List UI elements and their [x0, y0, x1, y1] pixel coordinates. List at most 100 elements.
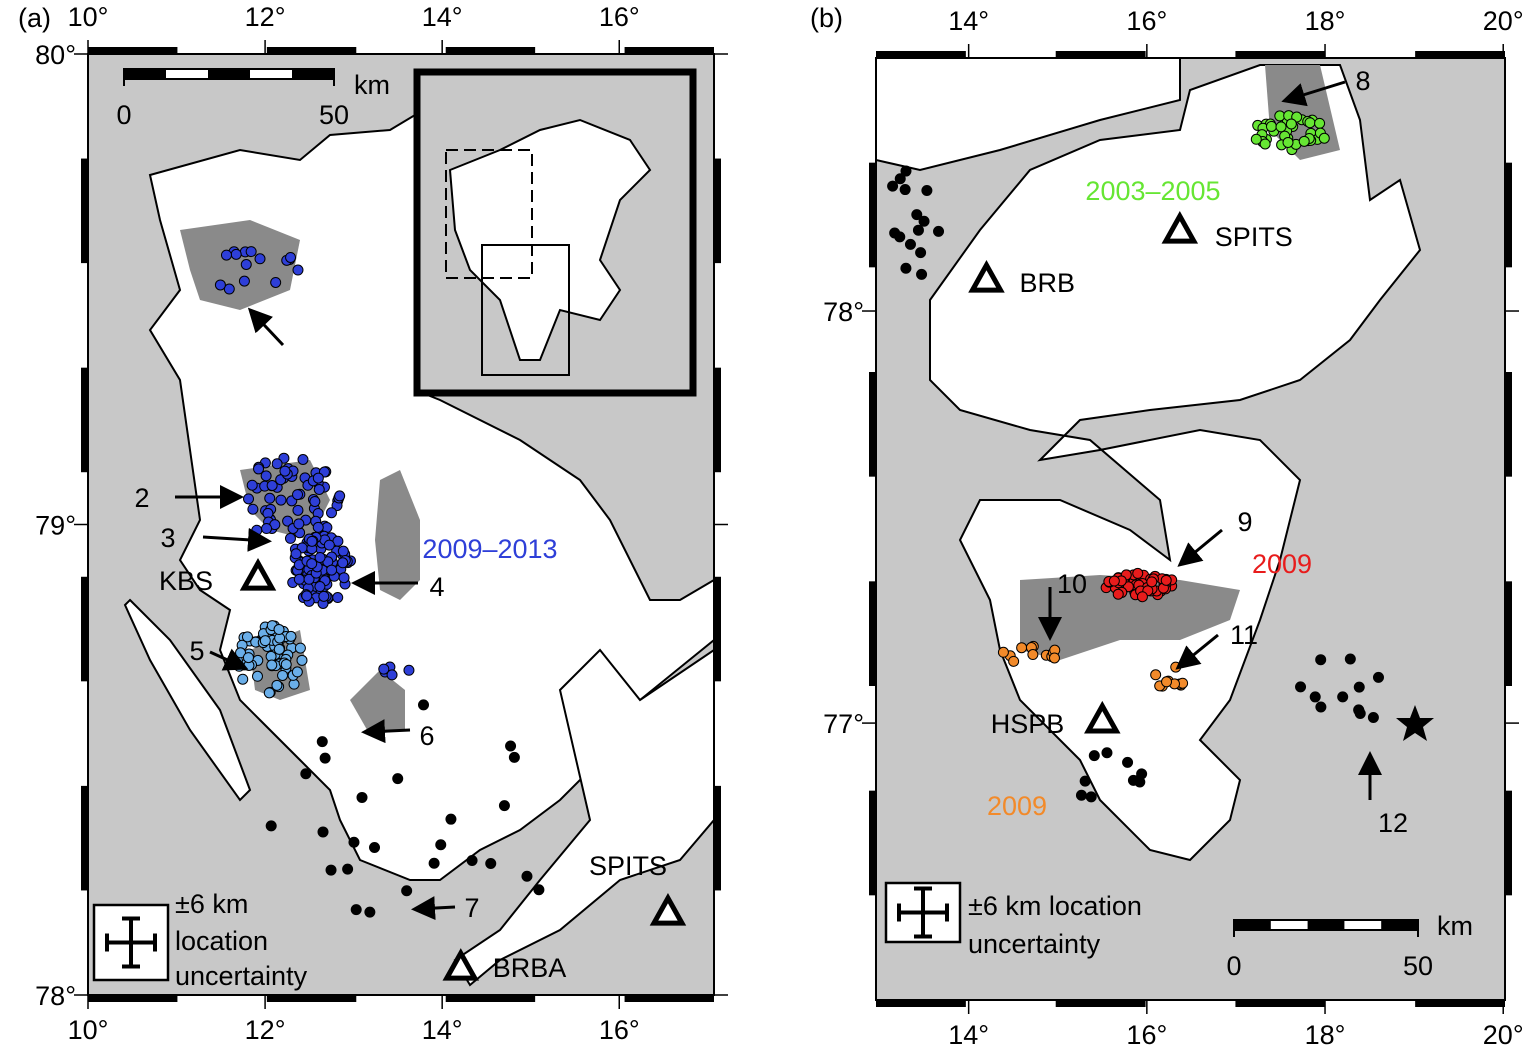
event — [401, 885, 413, 897]
event — [270, 276, 282, 288]
scale-unit: km — [354, 70, 390, 100]
event — [271, 458, 283, 470]
event — [1170, 661, 1182, 673]
event — [435, 839, 447, 851]
frame-bar — [869, 162, 876, 268]
event — [921, 184, 933, 196]
annotation: 9 — [1237, 507, 1252, 537]
event — [1315, 654, 1327, 666]
error-cross — [105, 916, 157, 969]
event — [1285, 118, 1297, 130]
x-tick-label: 14° — [948, 6, 989, 36]
arrow — [209, 648, 249, 671]
event — [915, 247, 927, 259]
event — [356, 791, 368, 803]
event — [260, 470, 272, 482]
event — [253, 463, 265, 475]
station — [1084, 700, 1121, 734]
arrow — [411, 896, 456, 921]
x-tick-label: 16° — [599, 2, 640, 32]
event — [916, 268, 928, 280]
event — [498, 800, 510, 812]
event-group-label: 2009–2013 — [422, 534, 557, 564]
event — [1150, 669, 1162, 681]
event — [933, 225, 945, 237]
scale-bar — [208, 69, 250, 79]
event — [214, 279, 226, 291]
event — [242, 652, 254, 664]
event — [899, 184, 911, 196]
event — [266, 659, 278, 671]
event — [1265, 120, 1277, 132]
event — [230, 248, 242, 260]
event — [1309, 691, 1321, 703]
frame-bar — [714, 785, 721, 891]
event — [1133, 774, 1145, 786]
event — [1122, 756, 1134, 768]
event — [264, 492, 276, 504]
y-tick-label: 78° — [823, 297, 864, 327]
event — [1016, 642, 1028, 654]
frame-bar — [81, 158, 88, 264]
event — [306, 558, 318, 570]
event — [254, 253, 266, 265]
frame-bar — [714, 158, 721, 264]
scale-bar — [292, 69, 334, 79]
event — [251, 524, 263, 536]
event — [894, 231, 906, 243]
event — [237, 673, 249, 685]
arrow — [361, 719, 411, 744]
event — [338, 572, 350, 584]
event — [1008, 655, 1020, 667]
event — [240, 259, 252, 271]
event — [911, 209, 923, 221]
x-tick-label: 20° — [1483, 1020, 1524, 1050]
event — [317, 826, 329, 838]
panel-label: (a) — [18, 3, 51, 33]
event — [280, 658, 292, 670]
y-tick-label: 77° — [823, 709, 864, 739]
event — [418, 699, 430, 711]
event — [300, 768, 312, 780]
frame-bar — [1415, 1000, 1505, 1007]
legend-text: location — [175, 926, 268, 956]
event — [900, 165, 912, 177]
frame-bar — [88, 47, 178, 54]
panel-label: (b) — [810, 3, 843, 33]
event — [1344, 653, 1356, 665]
event — [887, 180, 899, 192]
event — [1353, 704, 1365, 716]
event — [445, 813, 457, 825]
event — [997, 646, 1009, 658]
station — [239, 558, 277, 591]
event — [261, 523, 273, 535]
event — [1160, 574, 1172, 586]
annotation: 8 — [1355, 66, 1370, 96]
event — [1161, 676, 1173, 688]
event — [271, 679, 283, 691]
event — [259, 635, 271, 647]
event — [303, 573, 315, 585]
event — [1079, 775, 1091, 787]
event — [403, 664, 415, 676]
x-tick-label: 20° — [1483, 6, 1524, 36]
station-label: SPITS — [1215, 222, 1293, 252]
station — [649, 893, 687, 926]
event — [1304, 117, 1316, 129]
station-label: BRBA — [493, 953, 567, 983]
frame-bar — [81, 785, 88, 891]
event — [912, 224, 924, 236]
event — [294, 642, 306, 654]
scale-label: 0 — [1226, 951, 1241, 981]
event — [1085, 791, 1097, 803]
event — [392, 773, 404, 785]
frame-bar — [869, 581, 876, 686]
event — [1337, 691, 1349, 703]
annotation: 12 — [1378, 808, 1408, 838]
annotation: 10 — [1057, 569, 1087, 599]
event — [918, 215, 930, 227]
event — [342, 863, 354, 875]
frame-bar — [88, 995, 178, 1002]
event — [1298, 135, 1310, 147]
map-a — [87, 53, 715, 996]
